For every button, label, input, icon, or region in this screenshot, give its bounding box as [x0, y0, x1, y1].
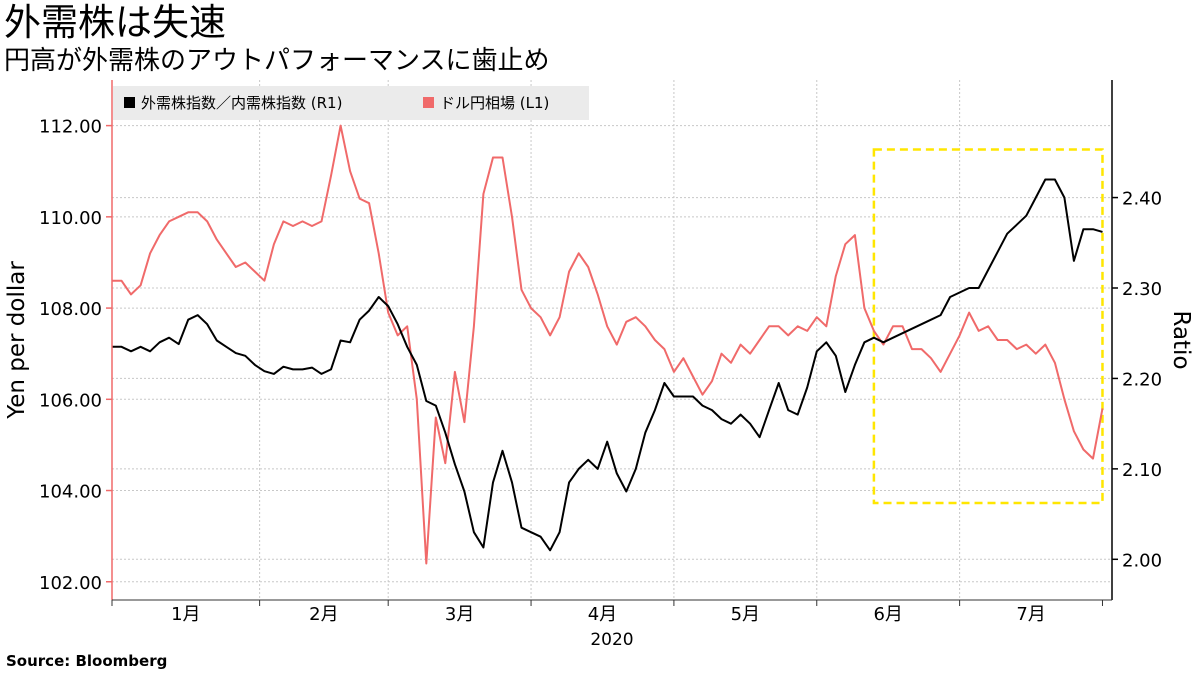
source-note: Source: Bloomberg	[6, 652, 168, 670]
left-tick-label: 104.00	[39, 482, 102, 503]
legend-label-ratio: 外需株指数／内需株指数 (R1)	[141, 94, 342, 112]
highlight-box-layer	[872, 148, 1104, 505]
legend-label-usdjpy: ドル円相場 (L1)	[440, 94, 549, 112]
x-tick-label: 2月	[309, 604, 338, 625]
x-year-label: 2020	[590, 630, 633, 650]
left-tick-label: 102.00	[39, 573, 102, 594]
chart-title: 外需株は失速	[4, 1, 226, 44]
left-tick-label: 108.00	[39, 299, 102, 320]
series-line-usdjpy	[112, 124, 1104, 565]
x-tick-label: 3月	[445, 604, 474, 625]
x-tick-label: 7月	[1016, 604, 1045, 625]
grid-lines	[112, 80, 1112, 600]
left-axis-title: Yen per dollar	[4, 261, 30, 420]
chart-subtitle: 円高が外需株のアウトパフォーマンスに歯止め	[4, 46, 550, 76]
legend-box	[113, 86, 589, 120]
left-tick-label: 112.00	[39, 117, 102, 138]
left-tick-label: 110.00	[39, 208, 102, 229]
x-tick-label: 4月	[588, 604, 617, 625]
legend-swatch-ratio	[124, 97, 135, 108]
x-tick-label: 1月	[171, 604, 200, 625]
right-tick-label: 2.40	[1122, 189, 1162, 210]
legend-swatch-usdjpy	[423, 97, 434, 108]
series-line-ratio	[112, 178, 1103, 552]
x-tick-label: 5月	[731, 604, 760, 625]
x-tick-label: 6月	[873, 604, 902, 625]
right-tick-label: 2.00	[1122, 550, 1162, 571]
right-tick-label: 2.30	[1122, 279, 1162, 300]
axes: 102.00 104.00 106.00 108.00 110.00 112.00 2.00…	[39, 80, 1162, 625]
right-tick-label: 2.20	[1122, 369, 1162, 390]
series-layer	[112, 124, 1104, 565]
right-axis-title: Ratio	[1168, 310, 1194, 369]
highlight-box	[872, 148, 1104, 505]
right-tick-label: 2.10	[1122, 460, 1162, 481]
left-tick-label: 106.00	[39, 390, 102, 411]
